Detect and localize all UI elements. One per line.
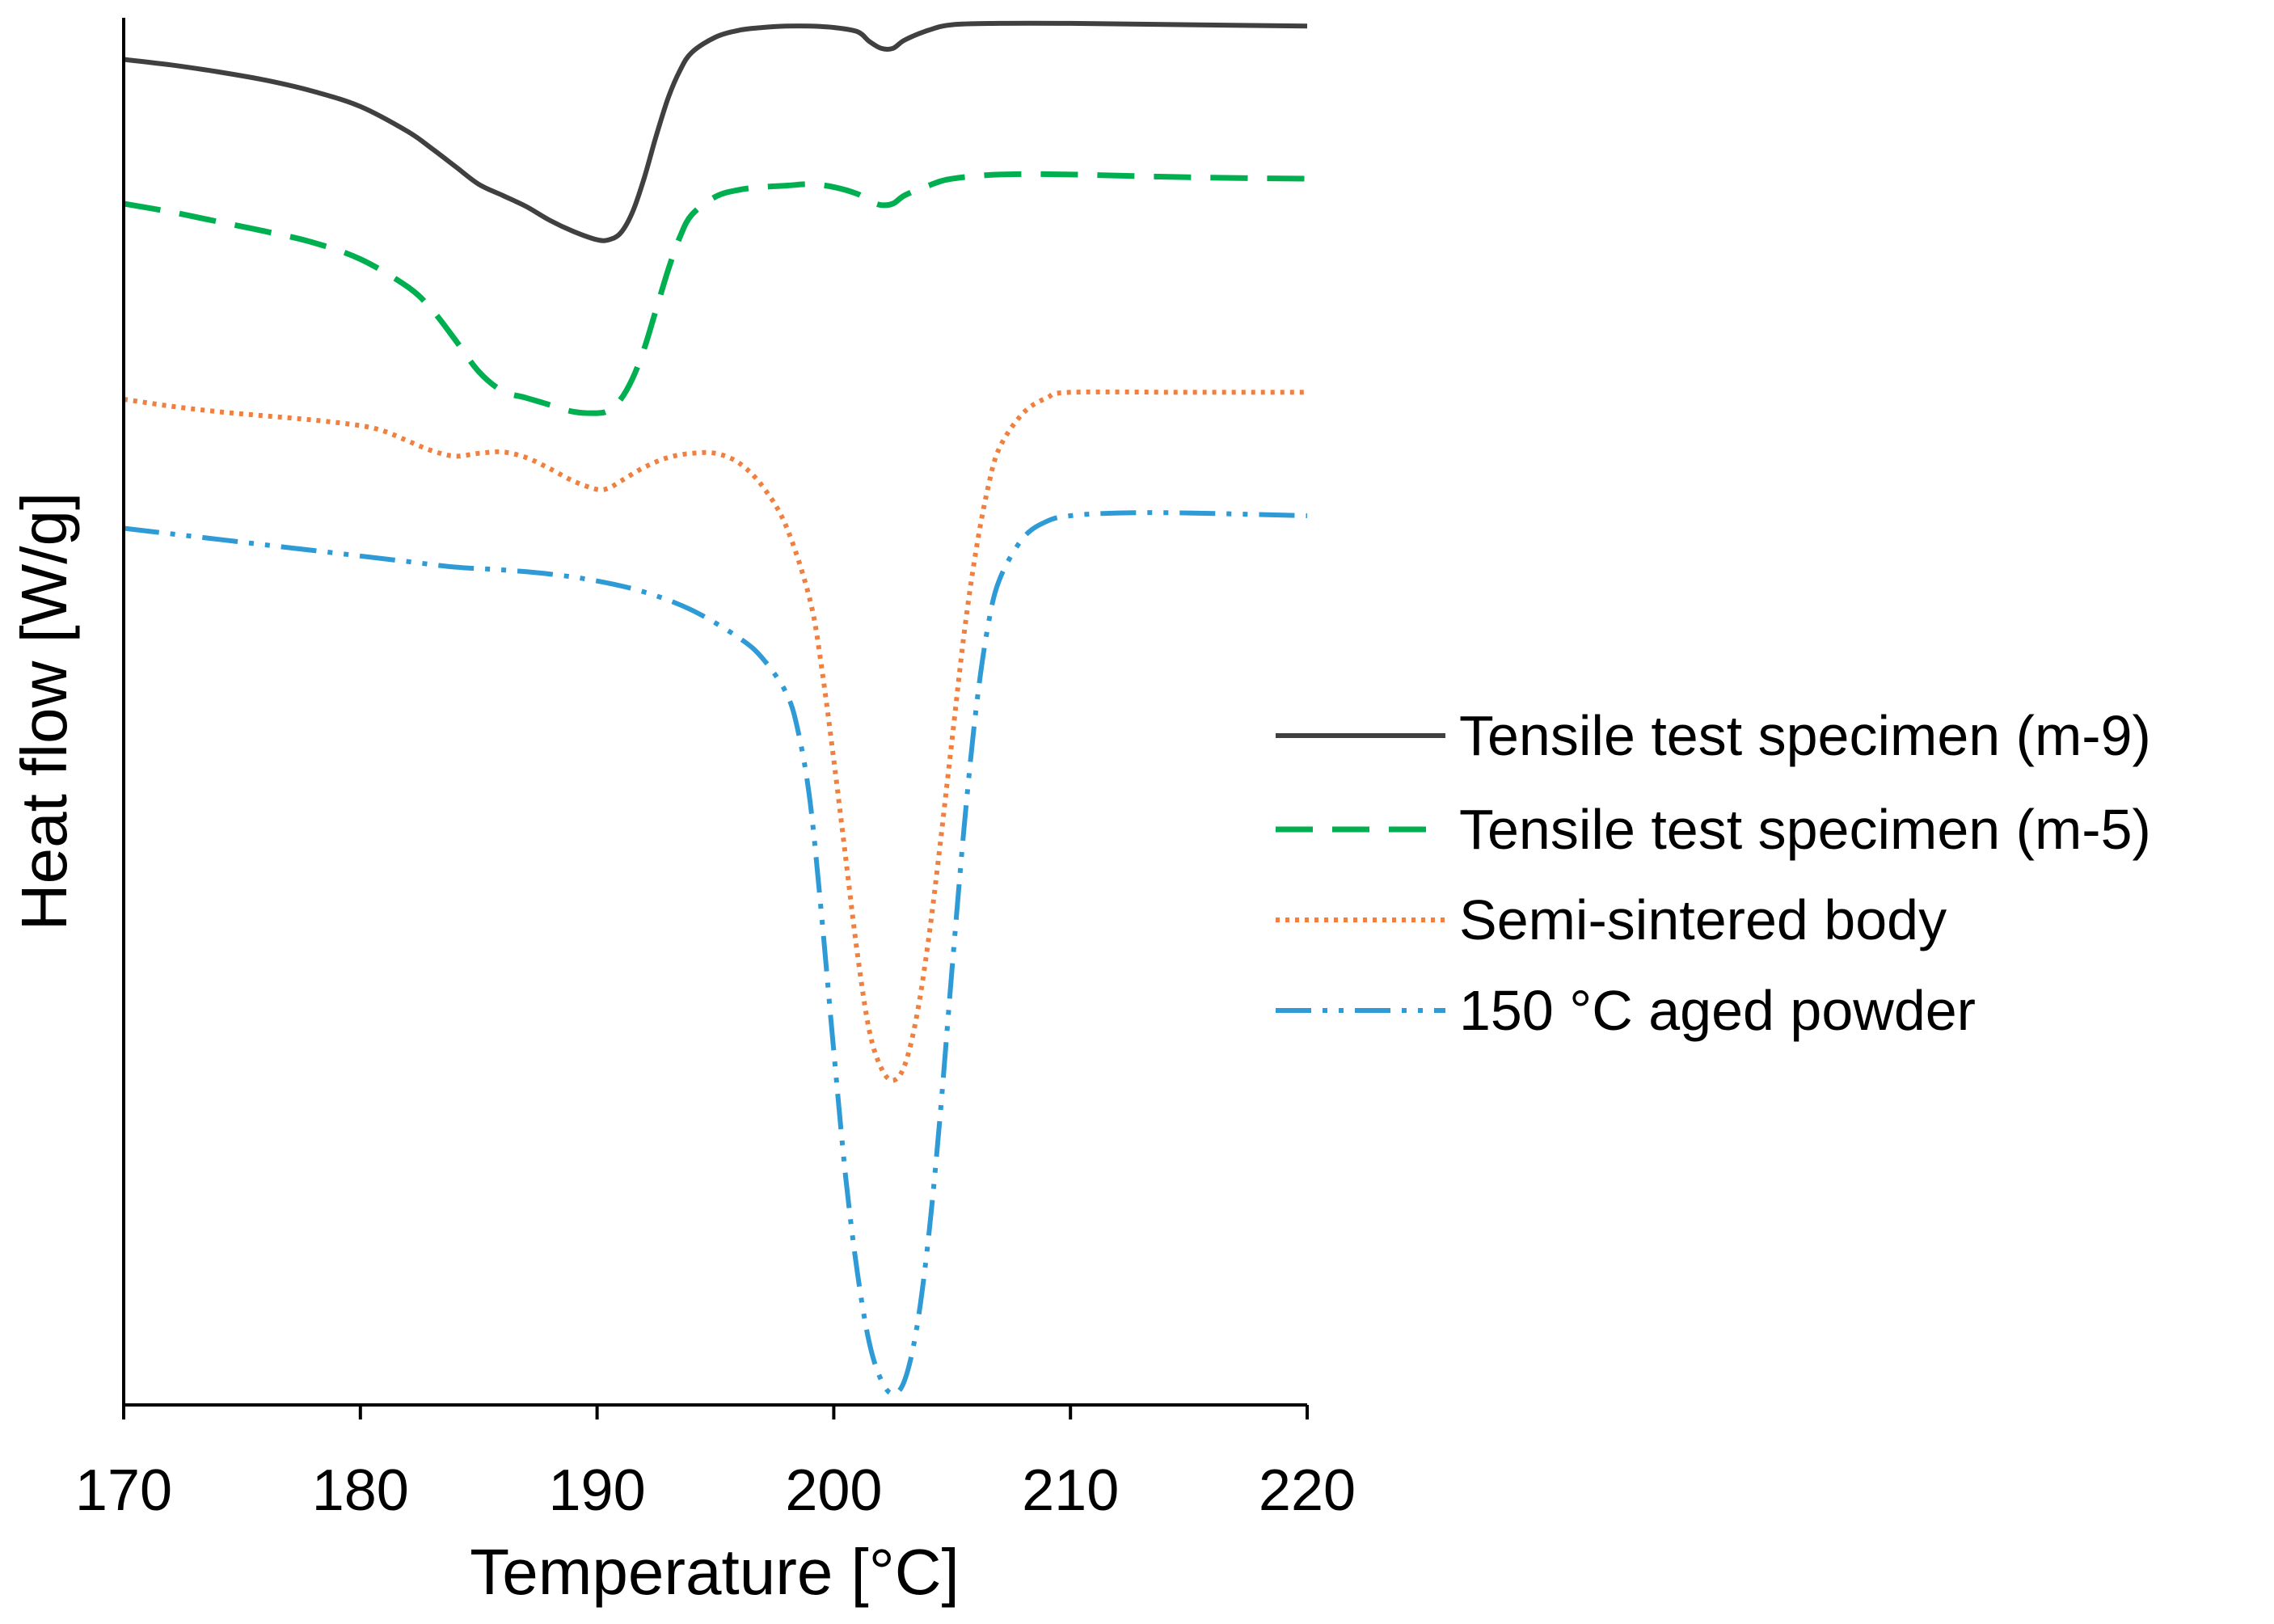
series-line-1 <box>123 20 1308 243</box>
x-tick-label: 170 <box>75 1458 172 1523</box>
legend-label-semi-sintered: Semi-sintered body <box>1459 888 1947 951</box>
legend-item: 150 °C aged powder <box>1276 979 1976 1042</box>
legend-label-m9: Tensile test specimen (m-9) <box>1459 704 2151 767</box>
x-tick-label: 210 <box>1022 1458 1119 1523</box>
series-layer <box>123 20 1308 1397</box>
legend: Tensile test specimen (m-9) Tensile test… <box>1276 704 2151 1042</box>
series-line-3 <box>123 389 1307 1083</box>
x-tick-label: 200 <box>785 1458 882 1523</box>
series-line-2 <box>123 171 1308 416</box>
x-ticks: 170 180 190 200 210 220 <box>75 1405 1356 1523</box>
x-tick-label: 180 <box>312 1458 409 1523</box>
x-tick-label: 220 <box>1259 1458 1356 1523</box>
x-axis-title: Temperature [°C] <box>470 1536 960 1608</box>
legend-label-m5: Tensile test specimen (m-5) <box>1459 798 2151 861</box>
series-line-4 <box>123 510 1308 1397</box>
y-axis-title: Heat flow [W/g] <box>8 492 80 930</box>
legend-label-aged-powder: 150 °C aged powder <box>1459 979 1976 1042</box>
plot-area: 170 180 190 200 210 220 <box>75 18 1356 1523</box>
legend-item: Semi-sintered body <box>1276 888 1947 951</box>
x-tick-label: 190 <box>549 1458 646 1523</box>
legend-item: Tensile test specimen (m-9) <box>1276 704 2151 767</box>
legend-item: Tensile test specimen (m-5) <box>1276 798 2151 861</box>
